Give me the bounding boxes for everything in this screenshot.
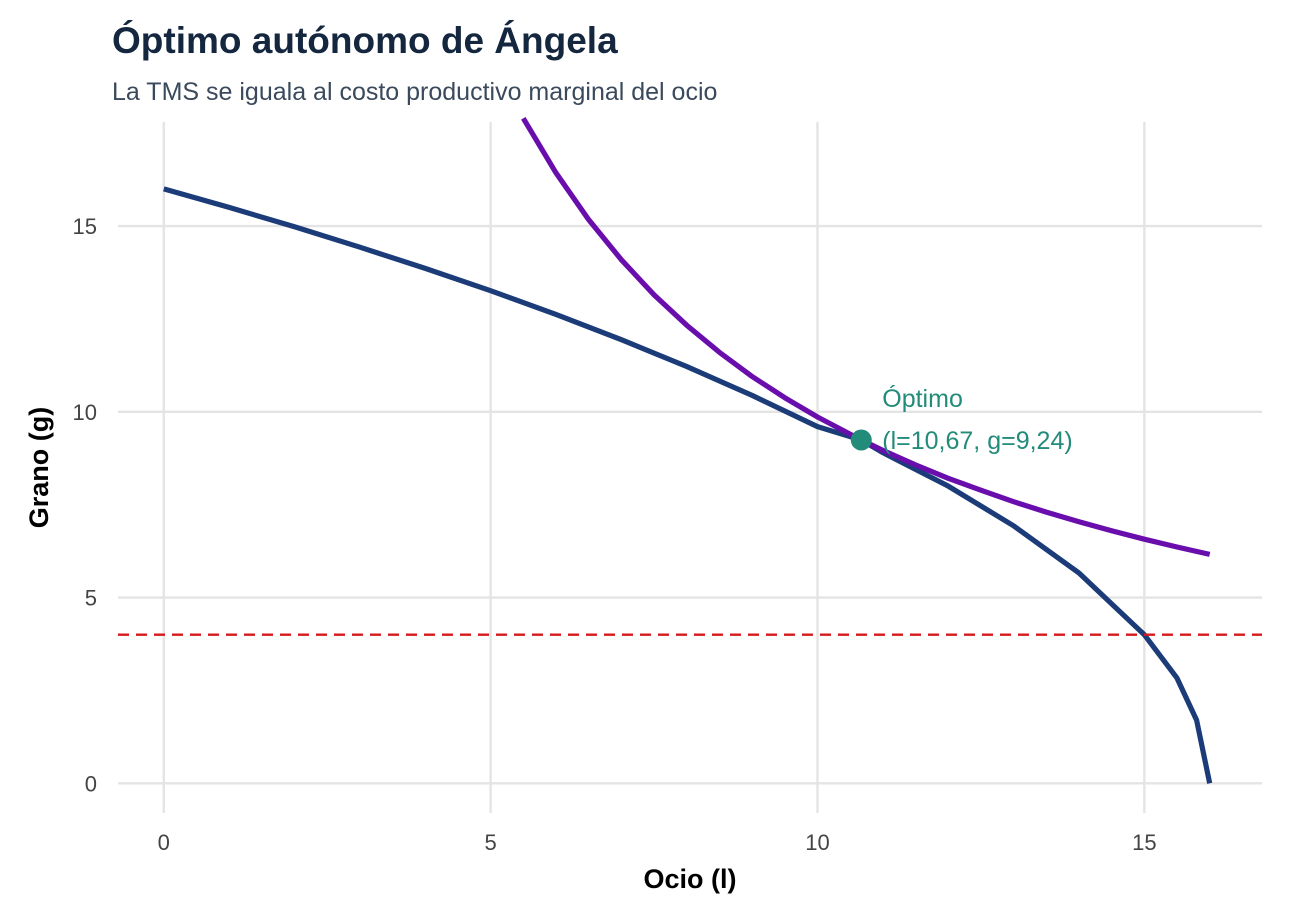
y-tick-label: 0 (85, 771, 97, 796)
chart-subtitle: La TMS se iguala al costo productivo mar… (112, 78, 718, 106)
series-line-1 (163, 186, 1213, 784)
optimum-marks: Óptimo (l=10,67, g=9,24) (850, 384, 1073, 455)
grid-lines (118, 122, 1262, 813)
y-tick-label: 5 (85, 586, 97, 611)
series-line-2 (521, 116, 1211, 557)
annotation-coordinates: (l=10,67, g=9,24) (882, 427, 1072, 455)
x-tick-label: 5 (484, 830, 496, 855)
optimum-point (850, 429, 872, 451)
y-tick-label: 15 (73, 214, 97, 239)
y-axis-title: Grano (g) (24, 407, 54, 529)
tick-labels: 0 5 10 15 0 5 10 15 (73, 214, 1157, 855)
x-tick-label: 15 (1132, 830, 1156, 855)
chart-title: Óptimo autónomo de Ángela (112, 20, 618, 61)
x-tick-label: 10 (805, 830, 829, 855)
x-axis-title: Ocio (l) (644, 864, 737, 894)
annotation-label: Óptimo (882, 384, 963, 413)
x-tick-label: 0 (158, 830, 170, 855)
y-tick-label: 10 (73, 400, 97, 425)
series-lines (118, 116, 1262, 784)
